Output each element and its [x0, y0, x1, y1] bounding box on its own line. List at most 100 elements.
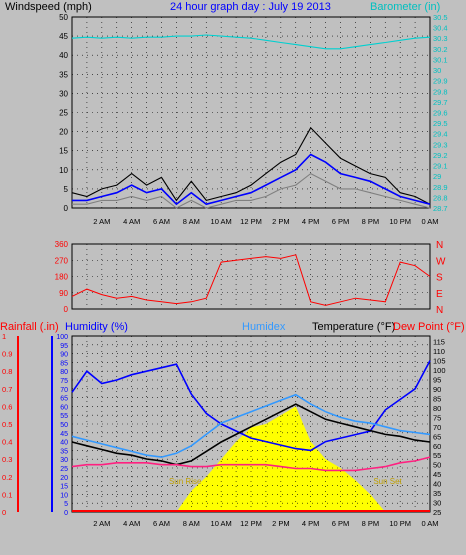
series-temperature-f-	[71, 403, 431, 466]
x-tick-label: 4 AM	[123, 217, 140, 226]
x-tick-label: 4 AM	[123, 519, 140, 528]
humidity-y-tick-label: 15	[60, 484, 68, 491]
temp-y-tick-label: 90	[433, 385, 441, 394]
rain-y-tick-label: 1	[2, 332, 6, 341]
legend-dewpoint: Dew Point (°F)	[393, 321, 465, 333]
wind-y-tick-label: 35	[59, 70, 68, 79]
rain-y-tick-label: 0.2	[2, 473, 12, 482]
temp-y-tick-label: 45	[433, 470, 441, 479]
compass-label: E	[436, 289, 443, 300]
x-tick-label: 6 AM	[153, 519, 170, 528]
baro-y-tick-label: 29.5	[433, 119, 448, 128]
humidity-y-tick-label: 75	[60, 378, 68, 385]
humidity-y-tick-label: 90	[60, 352, 68, 359]
direction-y-tick-label: 90	[59, 289, 68, 298]
x-tick-label: 2 AM	[93, 519, 110, 528]
baro-y-tick-label: 30	[433, 66, 441, 75]
wind-y-tick-label: 50	[59, 13, 68, 22]
rain-y-tick-label: 0.9	[2, 350, 12, 359]
temp-y-tick-label: 60	[433, 442, 441, 451]
temp-y-tick-label: 100	[433, 366, 446, 375]
humidity-y-tick-label: 25	[60, 466, 68, 473]
rain-y-tick-label: 0.1	[2, 490, 12, 499]
temp-y-tick-label: 115	[433, 338, 445, 347]
baro-y-tick-label: 29.9	[433, 77, 448, 86]
temp-y-tick-label: 95	[433, 376, 441, 385]
x-tick-label: 6 AM	[153, 217, 170, 226]
series-humidex	[71, 393, 431, 458]
rain-y-tick-label: 0.7	[2, 385, 12, 394]
direction-y-tick-label: 360	[55, 240, 69, 249]
baro-y-tick-label: 29.7	[433, 98, 448, 107]
legend-rainfall: Rainfall (.in)	[0, 321, 59, 333]
temp-y-tick-label: 65	[433, 432, 441, 441]
series-barometer	[71, 34, 431, 50]
baro-y-tick-label: 29	[433, 172, 441, 181]
humidity-y-tick-label: 20	[60, 475, 68, 482]
sunrise-label: Sun Rise	[169, 477, 202, 486]
series-wind-direction	[71, 254, 431, 306]
barometer-axis-title: Barometer (in)	[370, 1, 440, 13]
wind-y-tick-label: 45	[59, 32, 68, 41]
baro-y-tick-label: 29.2	[433, 151, 448, 160]
x-tick-label: 2 AM	[93, 217, 110, 226]
temp-y-tick-label: 35	[433, 489, 441, 498]
direction-y-tick-label: 270	[55, 256, 69, 265]
wind-y-tick-label: 25	[59, 109, 68, 118]
baro-y-tick-label: 29.1	[433, 162, 448, 171]
wind-y-tick-label: 30	[59, 89, 68, 98]
series-gust	[71, 126, 431, 205]
rain-y-tick-label: 0.6	[2, 402, 12, 411]
direction-y-tick-label: 0	[64, 305, 69, 314]
x-tick-label: 10 PM	[389, 519, 411, 528]
solar-area	[72, 406, 430, 512]
humidity-y-tick-label: 30	[60, 457, 68, 464]
temp-y-tick-label: 105	[433, 357, 446, 366]
humidity-y-tick-label: 45	[60, 431, 68, 438]
humidity-y-tick-label: 65	[60, 396, 68, 403]
x-tick-label: 8 PM	[362, 519, 380, 528]
baro-y-tick-label: 30.2	[433, 45, 448, 54]
x-tick-label: 2 PM	[272, 217, 290, 226]
x-tick-label: 6 PM	[332, 519, 350, 528]
x-tick-label: 8 AM	[183, 217, 200, 226]
rain-y-tick-label: 0.4	[2, 438, 12, 447]
wind-y-tick-label: 20	[59, 128, 68, 137]
legend-humidity: Humidity (%)	[65, 321, 128, 333]
humidity-y-tick-label: 40	[60, 440, 68, 447]
baro-y-tick-label: 30.3	[433, 34, 448, 43]
baro-y-tick-label: 30.5	[433, 13, 448, 22]
humidity-y-tick-label: 5	[64, 501, 68, 508]
x-tick-label: 4 PM	[302, 217, 320, 226]
rain-y-tick-label: 0.5	[2, 420, 12, 429]
x-tick-label: 12 PM	[240, 519, 262, 528]
series-dew-point-f-	[71, 456, 431, 472]
humidity-y-tick-label: 95	[60, 343, 68, 350]
compass-label: N	[436, 305, 443, 316]
temp-y-tick-label: 70	[433, 423, 441, 432]
x-tick-label: 10 PM	[389, 217, 411, 226]
x-tick-label: 12 PM	[240, 217, 262, 226]
humidity-y-tick-label: 0	[64, 510, 68, 517]
temp-y-tick-label: 80	[433, 404, 441, 413]
rain-y-tick-label: 0	[2, 508, 6, 517]
x-tick-label: 8 AM	[183, 519, 200, 528]
compass-label: S	[436, 273, 443, 284]
temp-y-tick-label: 50	[433, 461, 441, 470]
wind-y-tick-label: 0	[64, 204, 69, 213]
humidity-y-tick-label: 50	[60, 422, 68, 429]
compass-label: W	[436, 256, 446, 267]
humidity-y-tick-label: 70	[60, 387, 68, 394]
baro-y-tick-label: 29.6	[433, 109, 448, 118]
humidity-y-tick-label: 100	[56, 334, 68, 341]
x-tick-label: 0 AM	[421, 217, 438, 226]
x-tick-label: 4 PM	[302, 519, 320, 528]
baro-y-tick-label: 29.4	[433, 130, 448, 139]
temp-y-tick-label: 55	[433, 451, 441, 460]
humidity-y-tick-label: 80	[60, 369, 68, 376]
x-tick-label: 2 PM	[272, 519, 290, 528]
direction-y-tick-label: 180	[55, 273, 69, 282]
